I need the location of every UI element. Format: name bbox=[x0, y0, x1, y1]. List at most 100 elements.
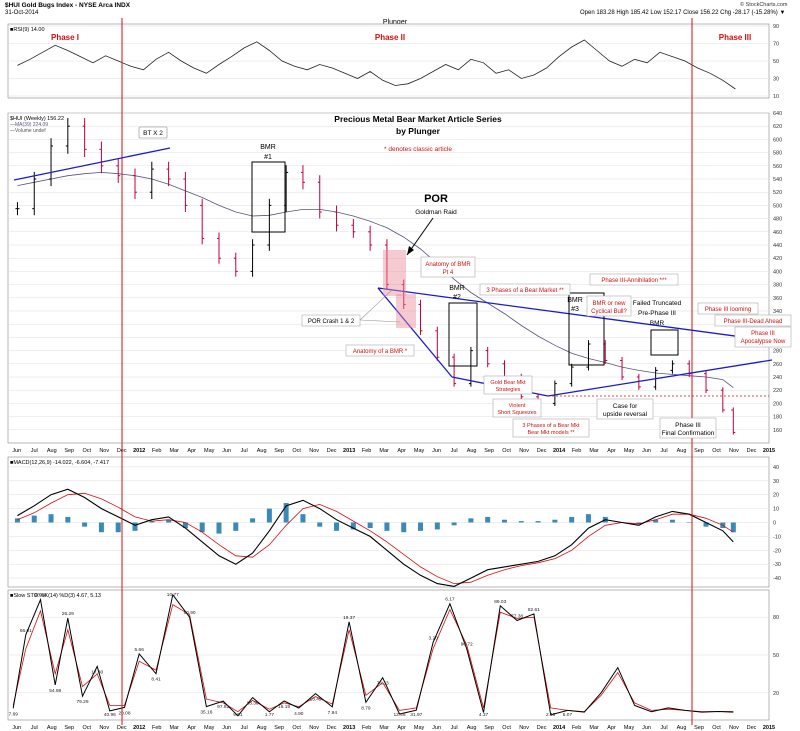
x-tick-label-bottom: Apr bbox=[607, 725, 616, 731]
rsi-tick-label: 50 bbox=[773, 59, 779, 65]
sto-tick-label: 20 bbox=[773, 691, 779, 697]
rsi-tick-label: 10 bbox=[773, 94, 779, 100]
annotation-final-confirmation: Phase III Final Confirmation bbox=[659, 417, 717, 439]
macd-histogram-bar bbox=[166, 519, 172, 523]
main-title-line-2: by Plunger bbox=[396, 126, 441, 136]
x-tick-label-bottom: Jul bbox=[451, 725, 458, 731]
sto-data-label: 3.20 bbox=[428, 635, 438, 641]
x-tick-label-bottom: Mar bbox=[379, 725, 389, 731]
x-tick-label: Oct bbox=[712, 448, 721, 454]
macd-tick-label: 20 bbox=[773, 493, 779, 499]
svg-text:3 Phases of a Bear Mkt: 3 Phases of a Bear Mkt bbox=[522, 423, 580, 429]
sto-data-label: 4.37 bbox=[479, 712, 489, 718]
sto-data-label: 93.88 bbox=[35, 593, 47, 599]
price-tick-label: 420 bbox=[773, 256, 782, 262]
macd-tick-label: 0 bbox=[773, 521, 776, 527]
price-tick-label: 620 bbox=[773, 124, 782, 130]
x-tick-label: Feb bbox=[572, 448, 581, 454]
price-tick-label: 160 bbox=[773, 428, 782, 434]
macd-tick-label: -30 bbox=[773, 562, 781, 568]
macd-histogram-bar bbox=[233, 522, 239, 531]
price-legend-2: —MA(39) 224.09 bbox=[10, 122, 48, 128]
sto-data-label: 7.69 bbox=[9, 711, 19, 717]
macd-histogram-bar bbox=[552, 519, 558, 523]
por-arrow-head bbox=[407, 246, 414, 255]
por-label: POR bbox=[424, 193, 448, 205]
macd-histogram-bar bbox=[367, 522, 373, 529]
svg-text:Violent: Violent bbox=[509, 403, 526, 409]
macd-histogram-bar bbox=[65, 516, 71, 523]
sto-data-label: 13.38 bbox=[247, 701, 259, 707]
sto-data-label: 19.37 bbox=[343, 615, 355, 621]
x-tick-label: Feb bbox=[152, 448, 161, 454]
x-tick-label: 2013 bbox=[343, 448, 355, 454]
sto-data-label: 54.98 bbox=[49, 688, 61, 694]
annotation-anatomy-bmr: Anatomy of a BMR * bbox=[345, 344, 415, 357]
macd-histogram-bar bbox=[535, 521, 541, 523]
x-tick-label-bottom: Feb bbox=[152, 725, 161, 731]
trendline-left bbox=[377, 287, 453, 378]
x-tick-label: May bbox=[204, 448, 215, 454]
sto-data-label: 76.33 bbox=[377, 681, 389, 687]
bmr3-number: #3 bbox=[571, 306, 579, 313]
price-tick-label: 460 bbox=[773, 230, 782, 236]
credit: © StockCharts.com bbox=[740, 1, 788, 8]
macd-histogram-bar bbox=[182, 522, 188, 529]
x-tick-label: Jun bbox=[12, 448, 21, 454]
annotation-btx2: BT X 2 bbox=[138, 126, 168, 139]
x-tick-label-bottom: Oct bbox=[292, 725, 301, 731]
sto-data-label: 31.97 bbox=[410, 712, 422, 718]
x-tick-label: Sep bbox=[694, 448, 704, 454]
price-tick-label: 260 bbox=[773, 362, 782, 368]
phase-label-1: Phase I bbox=[51, 33, 79, 42]
x-tick-label: Jul bbox=[451, 448, 458, 454]
macd-histogram-bar bbox=[418, 522, 424, 531]
por-crash-pointer-2 bbox=[359, 319, 401, 323]
annotation-gold-bear: Gold Bear Mkt Strategies bbox=[483, 375, 533, 395]
x-tick-label-bottom: Feb bbox=[362, 725, 371, 731]
x-tick-label-bottom: Aug bbox=[677, 725, 687, 731]
symbol-line: $HUI Gold Bugs Index - NYSE Arca INDX bbox=[5, 2, 131, 9]
annotation-apocalypse: Phase III Apocalypse Now bbox=[734, 326, 792, 348]
rsi-tick-label: 30 bbox=[773, 77, 779, 83]
x-tick-label: Aug bbox=[467, 448, 477, 454]
sto-data-label: 90.72 bbox=[461, 642, 473, 648]
x-tick-label: Jul bbox=[661, 448, 668, 454]
macd-histogram-bar bbox=[501, 519, 507, 523]
macd-histogram-bar bbox=[250, 518, 256, 523]
x-tick-label: Jun bbox=[432, 448, 441, 454]
price-tick-label: 560 bbox=[773, 164, 782, 170]
sto-data-label: 17.30 bbox=[91, 669, 103, 675]
bmr3-label: BMR bbox=[567, 297, 583, 304]
x-tick-label-bottom: Aug bbox=[467, 725, 477, 731]
x-tick-label-bottom: Nov bbox=[519, 725, 529, 731]
x-tick-label-bottom: Sep bbox=[64, 725, 74, 731]
x-tick-label: Oct bbox=[502, 448, 511, 454]
svg-text:Anatomy of BMR: Anatomy of BMR bbox=[425, 262, 471, 268]
price-tick-label: 380 bbox=[773, 283, 782, 289]
x-tick-label: Jun bbox=[642, 448, 651, 454]
sto-data-label: 35.16 bbox=[200, 710, 212, 716]
price-tick-label: 180 bbox=[773, 415, 782, 421]
por-crash-pointer-1 bbox=[359, 289, 393, 321]
failed-bmr-line-1: Failed Truncated bbox=[633, 300, 682, 307]
annotation-violent: Violent Short Squeezes bbox=[492, 398, 542, 418]
macd-histogram-bar bbox=[401, 522, 407, 533]
sto-data-label: 7.94 bbox=[328, 710, 338, 716]
price-legend-1: $HUI (Weekly) 156.22 bbox=[10, 116, 64, 122]
macd-histogram-bar bbox=[518, 521, 524, 523]
annotation-annihilation: Phase III-Annihilation *** bbox=[589, 273, 679, 286]
bmr1-label: BMR bbox=[260, 144, 276, 151]
macd-histogram-bar bbox=[216, 522, 222, 534]
price-tick-label: 520 bbox=[773, 190, 782, 196]
price-tick-label: 220 bbox=[773, 388, 782, 394]
macd-legend: ■MACD(12,26,9) -14.022, -6.604, -7.417 bbox=[10, 460, 109, 466]
price-tick-label: 540 bbox=[773, 177, 782, 183]
price-tick-label: 640 bbox=[773, 111, 782, 117]
macd-tick-label: 40 bbox=[773, 465, 779, 471]
x-tick-label-bottom: Jun bbox=[12, 725, 21, 731]
x-tick-label-bottom: Aug bbox=[47, 725, 57, 731]
macd-histogram-bar bbox=[266, 508, 272, 523]
svg-text:Case for: Case for bbox=[613, 403, 638, 410]
